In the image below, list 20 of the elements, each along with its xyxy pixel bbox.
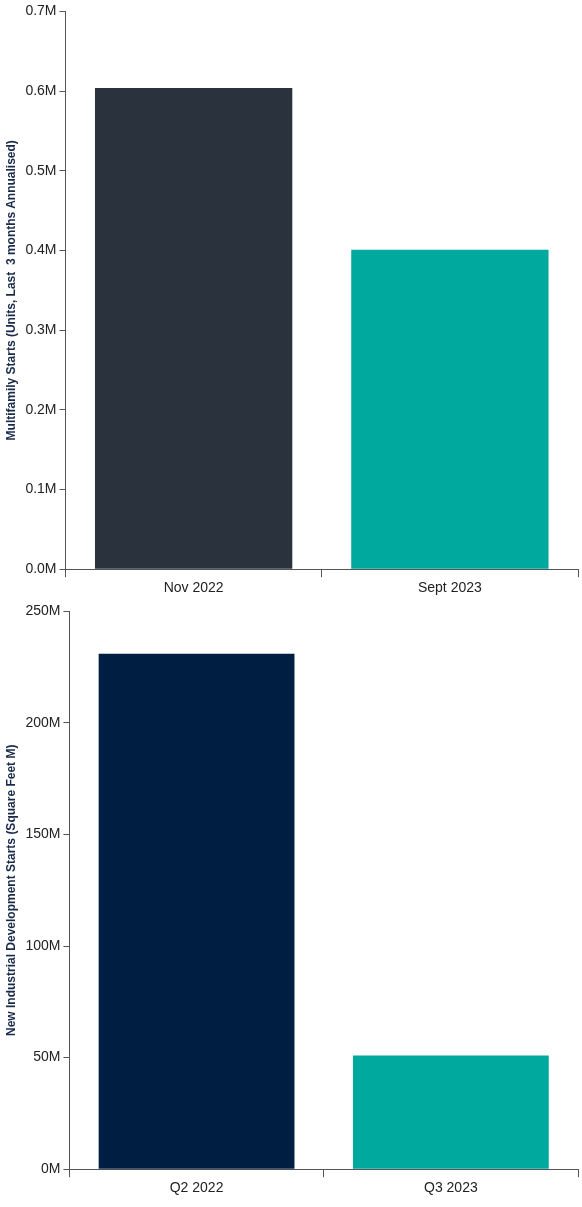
y-tick-label: 150M bbox=[25, 825, 61, 842]
y-tick-label: 100M bbox=[25, 936, 61, 953]
x-tick-label: Q2 2022 bbox=[169, 1179, 224, 1196]
y-tick-label: 0.2M bbox=[25, 400, 57, 417]
y-axis-title: New Industrial Development Starts (Square Feet M) bbox=[3, 744, 18, 1036]
x-tick-label: Q3 2023 bbox=[424, 1179, 478, 1196]
y-tick-label: 250M bbox=[25, 602, 61, 619]
y-tick-label: 0.6M bbox=[25, 81, 57, 98]
x-tick-label: Nov 2022 bbox=[163, 579, 224, 596]
y-tick-label: 0.5M bbox=[25, 161, 57, 178]
y-tick-label: 0.3M bbox=[25, 321, 57, 337]
y-tick-label: 0.4M bbox=[25, 241, 57, 258]
y-tick-label: 0M bbox=[40, 1160, 61, 1177]
y-tick-label: 200M bbox=[25, 713, 61, 730]
y-tick-label: 50M bbox=[33, 1048, 61, 1065]
y-axis-title: Multifamily Starts (Units, Last 3 months Annualised) bbox=[3, 140, 18, 441]
y-tick-label: 0.0M bbox=[25, 560, 57, 577]
y-tick-label: 0.1M bbox=[25, 480, 57, 497]
y-tick-label: 0.7M bbox=[25, 2, 57, 19]
x-tick-label: Sept 2023 bbox=[417, 579, 483, 596]
